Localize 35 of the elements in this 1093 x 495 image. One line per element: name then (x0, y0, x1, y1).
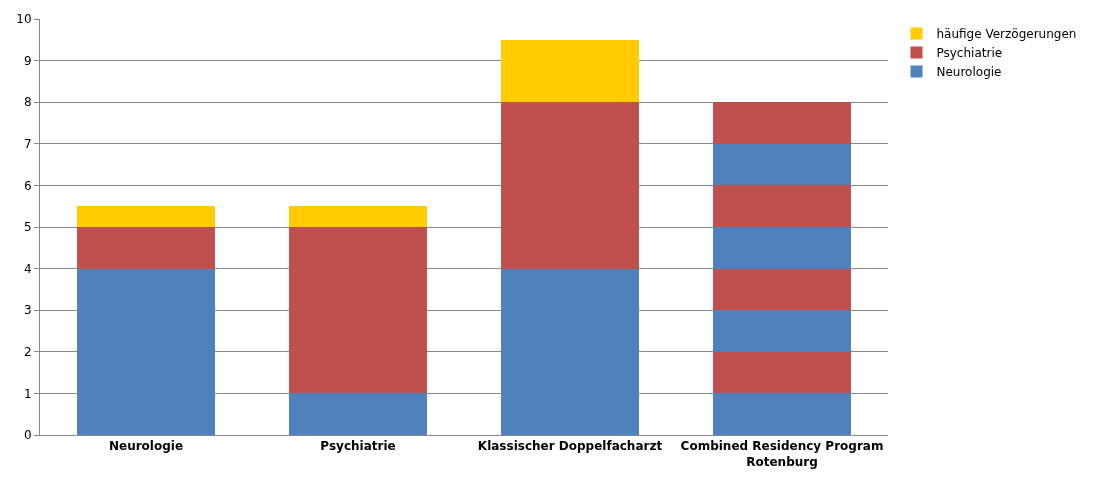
x-tick-label: Neurologie (108, 439, 184, 454)
bar (501, 102, 639, 269)
y-tick-label: 5 (23, 220, 32, 235)
y-tick-label: 2 (23, 345, 32, 359)
y-tick-label: 10 (16, 12, 32, 27)
y-tick-label: 1 (23, 386, 32, 401)
bar (77, 206, 215, 227)
y-tick-label: 7 (23, 137, 32, 151)
legend-label: Psychiatrie (936, 46, 1003, 61)
y-tick-label: 6 (23, 178, 32, 193)
legend-label: häufige Verzögerungen (936, 27, 1077, 42)
bar (713, 185, 851, 227)
bar (713, 227, 851, 269)
bar (501, 268, 639, 435)
bar (713, 102, 851, 144)
x-tick-label: Psychiatrie (320, 439, 396, 454)
bar (713, 393, 851, 435)
bar (77, 268, 215, 435)
bar (77, 227, 215, 269)
y-tick-label: 8 (23, 95, 32, 110)
x-tick-label: Combined Residency Program Rotenburg (680, 439, 884, 469)
bar (713, 310, 851, 352)
bar (713, 351, 851, 394)
y-tick-label: 3 (23, 303, 32, 318)
bar (289, 227, 427, 394)
bar (713, 268, 851, 311)
bar (501, 39, 639, 103)
bar (713, 143, 851, 186)
x-tick-label: Klassischer Doppelfacharzt (477, 439, 663, 454)
bar (289, 393, 427, 435)
y-tick-label: 9 (23, 53, 32, 68)
y-tick-label: 4 (23, 261, 32, 276)
y-tick-label: 0 (23, 428, 32, 443)
legend-label: Neurologie (936, 65, 1002, 80)
bar (289, 206, 427, 227)
